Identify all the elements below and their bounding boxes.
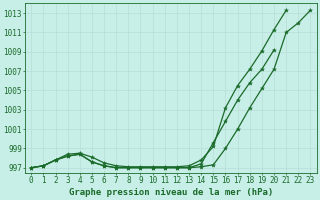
X-axis label: Graphe pression niveau de la mer (hPa): Graphe pression niveau de la mer (hPa) xyxy=(69,188,273,197)
